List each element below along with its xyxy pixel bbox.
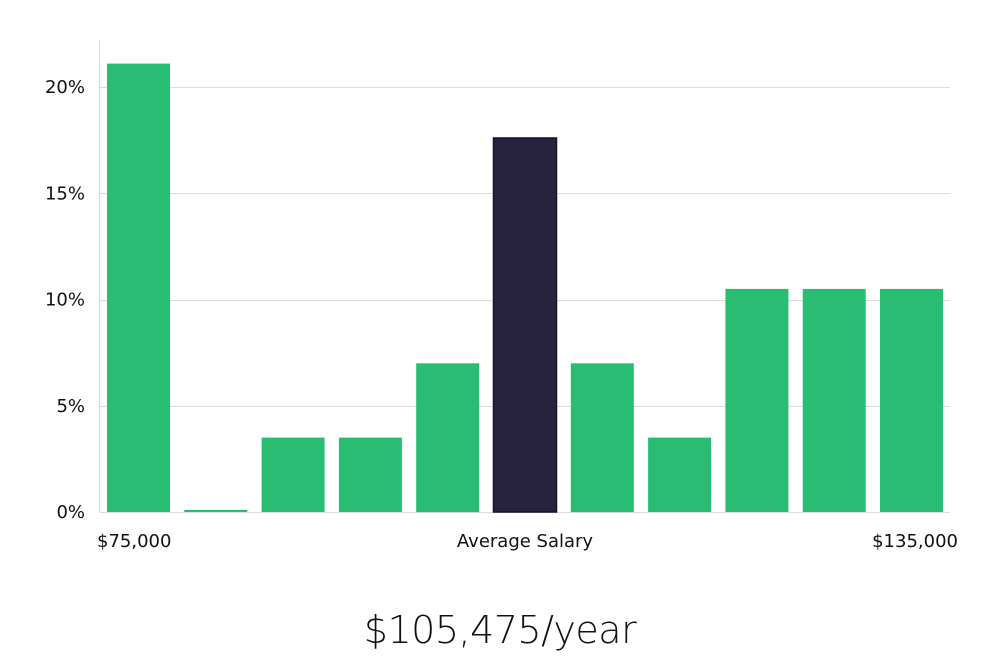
average-salary-value: $105,475/year (363, 608, 637, 652)
x-end-label: $135,000 (872, 531, 958, 552)
bars (107, 63, 943, 513)
salary-histogram: 0% 5% 10% 15% 20% $75,000 Average Salary $13… (45, 40, 958, 552)
bar-highlight-average (492, 137, 558, 513)
y-tick-label-3: 15% (45, 183, 85, 204)
bar-1 (184, 509, 248, 512)
y-tick-label-4: 20% (45, 77, 85, 98)
x-axis-title: Average Salary (457, 531, 594, 552)
y-tick-label-1: 5% (56, 396, 85, 417)
bar-8 (725, 288, 789, 512)
bar-9 (802, 288, 866, 512)
bar-3 (338, 437, 402, 512)
y-tick-labels: 0% 5% 10% 15% 20% (45, 77, 85, 523)
bar-7 (648, 437, 712, 512)
bar-0 (107, 63, 170, 512)
bar-2 (261, 437, 325, 512)
bar-6 (570, 363, 634, 513)
x-start-label: $75,000 (97, 531, 171, 552)
bar-4 (416, 363, 480, 513)
y-tick-label-0: 0% (56, 502, 85, 523)
y-tick-label-2: 10% (45, 290, 85, 311)
bar-10 (880, 288, 943, 512)
